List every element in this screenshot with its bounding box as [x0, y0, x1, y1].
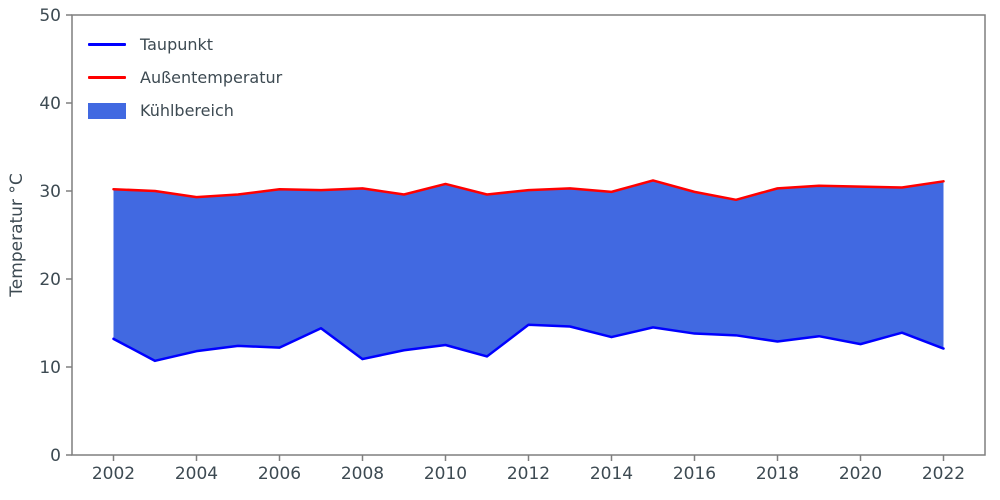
cooling-area-fill: [113, 180, 944, 361]
y-axis-label: Temperatur °C: [7, 173, 27, 297]
x-axis-tick-label: 2014: [590, 464, 633, 484]
legend-label-taupunkt: Taupunkt: [140, 34, 214, 54]
legend-item-kuehlbereich: Kühlbereich: [88, 100, 282, 121]
y-axis-tick-label: 0: [50, 446, 61, 466]
y-axis-tick-label: 30: [39, 182, 61, 202]
x-axis-tick-label: 2020: [839, 464, 882, 484]
legend-label-aussentemperatur: Außentemperatur: [140, 67, 283, 87]
x-axis-tick-label: 2018: [756, 464, 799, 484]
y-axis-tick-label: 10: [39, 358, 61, 378]
x-axis-tick-label: 2012: [507, 464, 550, 484]
legend-item-aussentemperatur: Außentemperatur: [88, 67, 282, 88]
x-axis-tick-label: 2002: [92, 464, 135, 484]
legend: Taupunkt Außentemperatur Kühlbereich: [88, 34, 282, 121]
taupunkt-line-swatch: [88, 43, 126, 46]
x-axis-tick-label: 2004: [175, 464, 218, 484]
y-axis-tick-label: 50: [39, 6, 61, 26]
legend-label-kuehlbereich: Kühlbereich: [140, 100, 234, 120]
x-axis-tick-label: 2008: [341, 464, 384, 484]
aussentemperatur-line-swatch: [88, 76, 126, 79]
x-axis-tick-label: 2006: [258, 464, 301, 484]
x-axis-tick-label: 2010: [424, 464, 467, 484]
x-axis-tick-label: 2016: [673, 464, 716, 484]
kuehlbereich-patch-swatch: [88, 102, 126, 119]
y-axis-tick-label: 20: [39, 270, 61, 290]
legend-item-taupunkt: Taupunkt: [88, 34, 282, 55]
y-axis-tick-label: 40: [39, 94, 61, 114]
x-axis-tick-label: 2022: [922, 464, 965, 484]
series-line-taupunkt: [112, 323, 945, 363]
series-line-außentemperatur: [112, 179, 945, 202]
